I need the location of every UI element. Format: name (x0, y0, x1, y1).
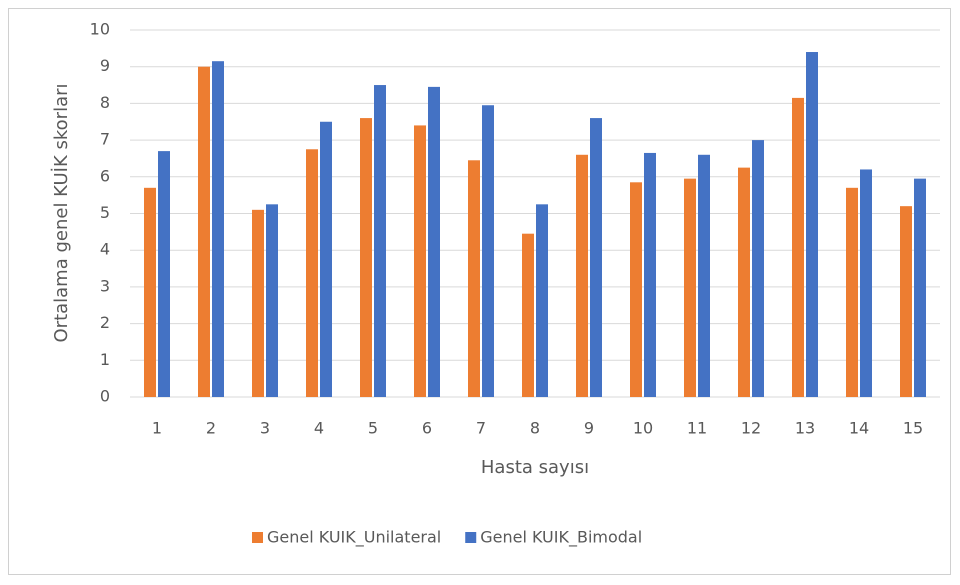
x-tick-label: 6 (422, 419, 432, 438)
y-tick-label: 3 (100, 276, 110, 295)
x-tick-label: 12 (741, 419, 761, 438)
bar (806, 52, 818, 398)
bar (252, 209, 264, 397)
x-tick-label: 4 (314, 419, 324, 438)
y-tick-label: 5 (100, 203, 110, 222)
bar (590, 118, 602, 397)
x-tick-label: 14 (849, 419, 869, 438)
x-tick-label: 13 (795, 419, 815, 438)
bar (320, 121, 332, 397)
bar (428, 86, 440, 397)
bar (482, 105, 494, 398)
y-tick-label: 8 (100, 93, 110, 112)
y-axis-label: Ortalama genel KUİK skorları (51, 83, 72, 342)
legend-label: Genel KUIK_Unilateral (267, 528, 441, 548)
bar (414, 125, 426, 398)
legend-swatch (465, 532, 477, 543)
legend-label: Genel KUIK_Bimodal (480, 528, 642, 548)
bar (698, 154, 710, 397)
bar (900, 206, 912, 397)
x-tick-label: 9 (584, 419, 594, 438)
bar (738, 167, 750, 397)
bar (644, 152, 656, 397)
bar (536, 204, 548, 397)
bar (360, 118, 372, 397)
bar (630, 182, 642, 397)
bar (158, 151, 170, 397)
y-tick-label: 4 (100, 240, 110, 259)
x-tick-label: 11 (687, 419, 707, 438)
y-tick-label: 1 (100, 350, 110, 369)
bar (468, 160, 480, 397)
y-tick-label: 7 (100, 130, 110, 149)
bar (914, 178, 926, 397)
bar (306, 149, 318, 397)
bar (266, 204, 278, 397)
bar (684, 178, 696, 397)
x-axis-label: Hasta sayısı (481, 457, 589, 478)
x-tick-label: 5 (368, 419, 378, 438)
x-tick-label: 3 (260, 419, 270, 438)
bar (860, 169, 872, 397)
bar (144, 187, 156, 397)
bar (212, 61, 224, 397)
legend-swatch (252, 532, 263, 543)
bar (374, 85, 386, 398)
x-tick-label: 10 (633, 419, 653, 438)
x-tick-label: 15 (903, 419, 923, 438)
bar (752, 140, 764, 397)
y-tick-label: 2 (100, 313, 110, 332)
bar (198, 66, 210, 397)
x-tick-label: 8 (530, 419, 540, 438)
y-tick-label: 0 (100, 387, 110, 406)
x-tick-label: 2 (206, 419, 216, 438)
y-tick-label: 10 (90, 20, 110, 39)
x-tick-label: 7 (476, 419, 486, 438)
bar (792, 97, 804, 398)
x-tick-label: 1 (152, 419, 162, 438)
y-tick-label: 9 (100, 56, 110, 75)
bar (846, 187, 858, 397)
bar (522, 233, 534, 397)
bar (576, 154, 588, 397)
y-tick-label: 6 (100, 166, 110, 185)
